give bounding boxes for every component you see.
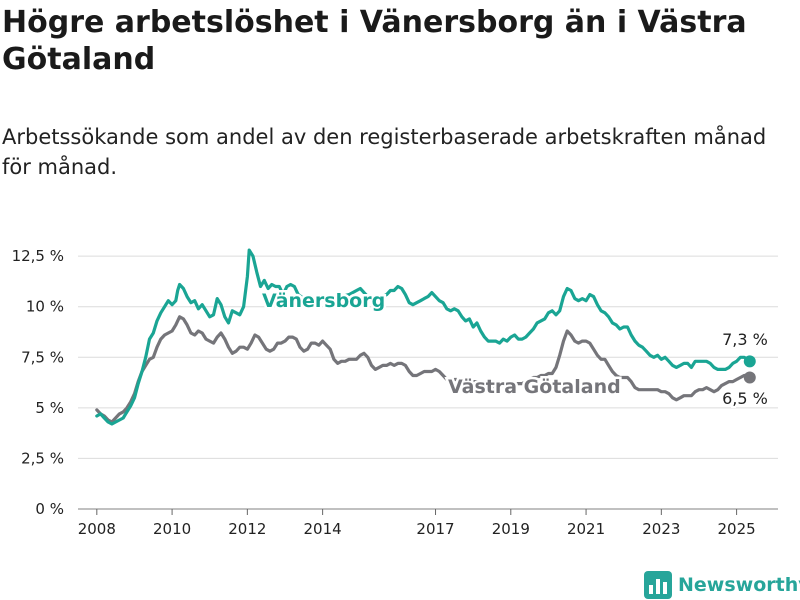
series-label: Västra Götaland xyxy=(448,376,621,398)
y-tick-label: 7,5 % xyxy=(21,348,64,366)
end-value-label: 6,5 % xyxy=(722,389,768,408)
x-tick-label: 2021 xyxy=(567,520,605,538)
x-tick-label: 2014 xyxy=(304,520,342,538)
y-tick-label: 12,5 % xyxy=(12,247,64,265)
x-tick-label: 2008 xyxy=(78,520,116,538)
end-value-label: 7,3 % xyxy=(722,330,768,349)
series-line-vanersborg xyxy=(95,248,752,426)
series-line-vastra-gotaland xyxy=(95,315,752,424)
brand-logo: Newsworthy xyxy=(644,570,800,600)
y-tick-label: 2,5 % xyxy=(21,449,64,467)
series-labels: Vänersborg Västra Götaland 7,3 % 6,5 % xyxy=(260,288,770,411)
x-axis: 2008 2010 2012 2014 2017 2019 2021 2023 2025 xyxy=(78,509,756,538)
x-tick-label: 2023 xyxy=(642,520,680,538)
x-tick-label: 2025 xyxy=(718,520,756,538)
grid-lines xyxy=(78,255,778,510)
end-point-marker xyxy=(743,371,756,384)
x-tick-label: 2012 xyxy=(228,520,266,538)
x-tick-label: 2017 xyxy=(416,520,454,538)
y-tick-label: 0 % xyxy=(35,500,64,518)
x-tick-label: 2019 xyxy=(492,520,530,538)
end-point-marker xyxy=(743,355,756,368)
series-lines xyxy=(95,248,756,426)
series-label: Vänersborg xyxy=(262,290,385,312)
chart-subtitle: Arbetssökande som andel av den registerb… xyxy=(2,125,767,179)
brand-name: Newsworthy xyxy=(678,574,800,596)
chart-title: Högre arbetslöshet i Vänersborg än i Väs… xyxy=(2,5,747,77)
y-tick-label: 10 % xyxy=(26,298,64,316)
y-tick-label: 5 % xyxy=(35,399,64,417)
y-axis-ticks: 0 % 2,5 % 5 % 7,5 % 10 % 12,5 % xyxy=(12,247,64,518)
x-tick-label: 2010 xyxy=(153,520,191,538)
newsworthy-logo-icon xyxy=(644,571,672,599)
